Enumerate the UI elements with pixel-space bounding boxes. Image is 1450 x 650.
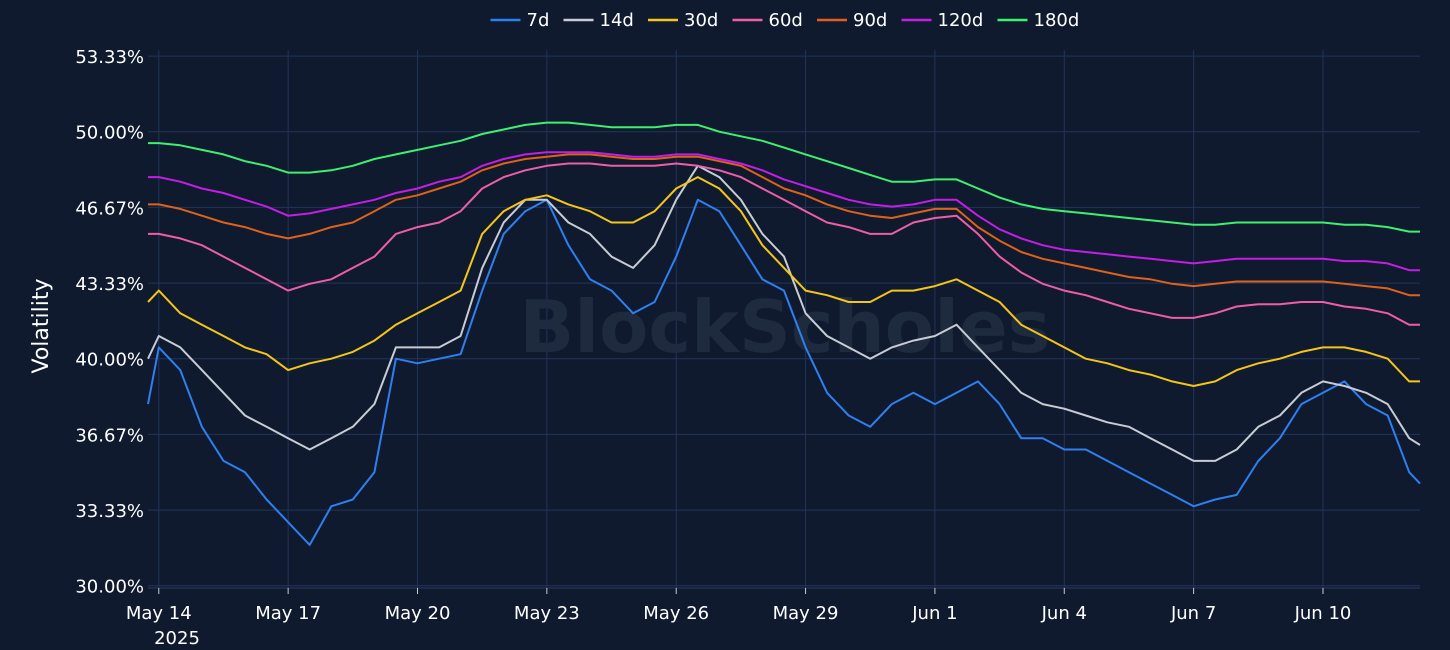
legend-item-90d[interactable]: 90d [817,10,887,31]
y-tick-label: 46.67% [75,198,144,219]
y-axis-ticks: 30.00% 33.33% 36.67% 40.00% 43.33% 46.67% 50.0… [75,47,144,598]
x-tick-label: May 17 [255,603,321,624]
legend-item-180d[interactable]: 180d [997,10,1080,31]
legend-item-7d[interactable]: 7d [490,10,550,31]
legend-item-120d[interactable]: 120d [901,10,984,31]
legend-label: 180d [1034,10,1080,31]
series-line-90d [148,153,1420,297]
series-layer [147,121,1421,546]
x-tick-label: May 26 [643,603,709,624]
legend-label: 120d [938,10,984,31]
series-line-30d [147,176,1420,387]
y-tick-label: 50.00% [75,123,144,144]
x-tick-label: Jun 7 [1170,603,1216,624]
x-tick-label: May 29 [773,603,839,624]
y-tick-label: 33.33% [75,501,144,522]
x-tick-label: May 14 [126,603,192,624]
x-tick-label: May 20 [385,603,451,624]
watermark: BlockScholes [519,285,1050,369]
x-tick-label: Jun 10 [1294,603,1352,624]
series-line-60d [148,162,1420,326]
legend-label: 90d [853,10,887,31]
y-tick-label: 43.33% [75,274,144,295]
y-axis-title: Volatility [29,278,54,373]
x-tick-label: May 23 [514,603,580,624]
series-line-14d [147,164,1421,462]
legend: 7d 14d 30d 60d 90d 120d 180d [490,10,1080,31]
legend-label: 30d [684,10,718,31]
series-line-180d [148,121,1420,233]
legend-item-30d[interactable]: 30d [648,10,718,31]
legend-label: 7d [527,10,550,31]
series-line-120d [148,151,1420,272]
y-tick-label: 40.00% [75,350,144,371]
legend-item-60d[interactable]: 60d [732,10,803,31]
legend-label: 60d [769,10,803,31]
x-tick-label: Jun 4 [1041,603,1087,624]
y-tick-label: 30.00% [75,577,144,598]
x-year-label: 2025 [154,628,200,649]
series-line-7d [147,198,1421,546]
legend-label: 14d [600,10,634,31]
y-tick-label: 53.33% [75,47,144,68]
grid [148,50,1420,589]
y-tick-label: 36.67% [75,425,144,446]
legend-item-14d[interactable]: 14d [563,10,634,31]
x-tick-label: Jun 1 [911,603,957,624]
x-axis-ticks: May 14 May 17 May 20 May 23 May 26 May 29 Jun … [126,588,1352,624]
